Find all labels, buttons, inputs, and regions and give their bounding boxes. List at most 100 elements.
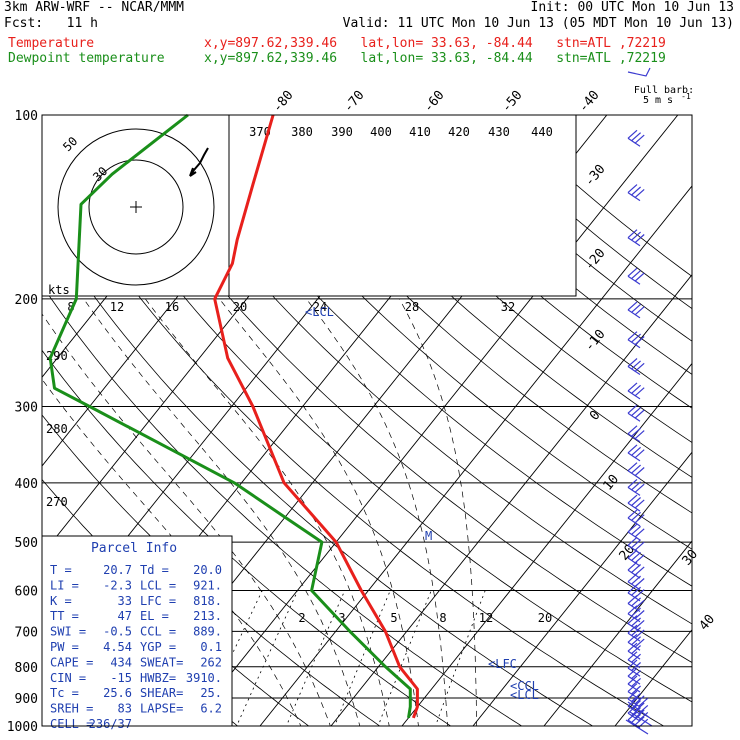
parcel-param-label: SHEAR= <box>140 686 183 700</box>
theta-left-label: 270 <box>46 495 68 509</box>
parcel-param-label: CAPE = <box>50 655 93 669</box>
temperature-tick-label: -70 <box>341 88 368 116</box>
wind-barb <box>627 444 645 462</box>
parcel-param-label: K = <box>50 594 72 608</box>
parcel-param-label: LFC = <box>140 594 176 608</box>
temperature-tick-label: -60 <box>421 88 448 116</box>
hodograph-tick-label: 8 <box>67 300 74 314</box>
theta-label: 430 <box>488 125 510 139</box>
pressure-tick-label: 300 <box>15 401 38 416</box>
parcel-param-value: 921. <box>193 578 222 592</box>
pressure-tick-label: 900 <box>15 692 38 707</box>
dry-adiabat-line <box>58 115 692 703</box>
parcel-param-value: 213. <box>193 609 222 623</box>
parcel-param-label: EL = <box>140 609 169 623</box>
isotherm-line <box>543 540 692 726</box>
parcel-param-label: SWI = <box>50 625 86 639</box>
dry-adiabat-line <box>242 115 692 514</box>
pressure-tick-label: 700 <box>15 625 38 640</box>
mixing-ratio-line <box>334 590 391 726</box>
wind-barb <box>627 667 641 685</box>
barb-legend-title: Full barb: <box>634 85 694 96</box>
hodograph-panel <box>41 114 577 297</box>
theta-label: 410 <box>409 125 431 139</box>
legend-temperature: Temperature <box>8 36 95 51</box>
hodograph-tick-label: 28 <box>405 300 419 314</box>
parcel-param-value: 25. <box>200 686 222 700</box>
wind-barb <box>627 301 645 319</box>
theta-label: 380 <box>291 125 313 139</box>
hodograph-tick-label: 32 <box>501 300 515 314</box>
parcel-param-value: 20.0 <box>193 563 222 577</box>
init-time: Init: 00 UTC Mon 10 Jun 13 <box>530 0 735 15</box>
isotherm-line <box>188 115 679 726</box>
parcel-param-value: 0.1 <box>200 640 222 654</box>
wind-barb <box>627 697 649 715</box>
wind-barb <box>627 229 645 247</box>
wind-barb <box>627 536 645 554</box>
parcel-param-label: CCL = <box>140 625 176 639</box>
temperature-tick-label: -40 <box>576 88 603 116</box>
mixing-ratio-label: 3 <box>338 611 345 625</box>
wind-barb <box>627 584 645 602</box>
mixing-ratio-line <box>285 590 346 726</box>
parcel-param-value: 434 <box>110 655 132 669</box>
parcel-param-label: LCL = <box>140 578 176 592</box>
dry-adiabat-line <box>42 284 523 726</box>
moist-adiabat-line <box>219 298 419 726</box>
hodograph-trace <box>189 147 209 177</box>
temperature-tick-label: -20 <box>582 246 609 274</box>
wind-barb <box>627 595 645 612</box>
parcel-param-label: SWEAT= <box>140 655 183 669</box>
wind-barb <box>627 659 641 677</box>
wind-barb-dense <box>625 701 653 735</box>
wind-barb <box>627 690 649 708</box>
wind-barb <box>627 478 645 496</box>
isotherm-line <box>259 185 692 726</box>
hodograph-axis-label: kts <box>48 283 70 297</box>
wind-barb <box>627 675 641 693</box>
sounding-annotation: <LCL <box>305 305 334 319</box>
barb-legend-units: 5 m s <box>643 95 673 106</box>
temperature-profile-line <box>213 114 419 719</box>
wind-barb <box>627 704 649 722</box>
legend-temperature-info: x,y=897.62,339.46 lat,lon= 33.63, -84.44… <box>204 36 666 51</box>
parcel-param-value: 20.7 <box>103 563 132 577</box>
mixing-ratio-label: 8 <box>439 611 446 625</box>
parcel-param-value: 25.6 <box>103 686 132 700</box>
wind-barb <box>627 561 645 579</box>
pressure-tick-label: 100 <box>15 109 38 124</box>
sounding-annotation: <LCL <box>510 688 539 702</box>
mixing-ratio-label: 12 <box>479 611 493 625</box>
parcel-param-value: -0.5 <box>103 625 132 639</box>
model-title: 3km ARW-WRF -- NCAR/MMM <box>4 0 185 15</box>
forecast-hour: Fcst: 11 h <box>4 16 98 31</box>
sounding-annotation: <LFC <box>488 657 517 671</box>
theta-label: 400 <box>370 125 392 139</box>
temperature-tick-label: 0 <box>587 408 604 424</box>
parcel-param-value: 33 <box>118 594 132 608</box>
isotherm-line <box>614 629 692 726</box>
dry-adiabat-line <box>42 218 594 726</box>
parcel-param-value: 262 <box>200 655 222 669</box>
wind-barb <box>627 683 641 701</box>
parcel-param-value: 6.2 <box>200 702 222 716</box>
wind-barb <box>627 425 645 443</box>
wind-barb <box>627 404 645 422</box>
wind-barb <box>627 358 645 376</box>
dewpoint-profile-line <box>48 113 412 719</box>
hodograph-tick-label: 20 <box>233 300 247 314</box>
theta-left-label: 280 <box>46 422 68 436</box>
temperature-tick-label: 40 <box>697 612 719 634</box>
parcel-param-value: 47 <box>118 609 132 623</box>
isotherm-line <box>330 274 692 726</box>
wind-barb <box>627 573 645 591</box>
dry-adiabat-line <box>132 115 692 625</box>
parcel-param-value: -2.3 <box>103 578 132 592</box>
mixing-ratio-label: 20 <box>538 611 552 625</box>
temperature-tick-label: -50 <box>499 88 526 116</box>
parcel-param-label: Td = <box>140 563 169 577</box>
dry-adiabat-line <box>168 115 692 587</box>
chart-frame <box>41 114 693 727</box>
